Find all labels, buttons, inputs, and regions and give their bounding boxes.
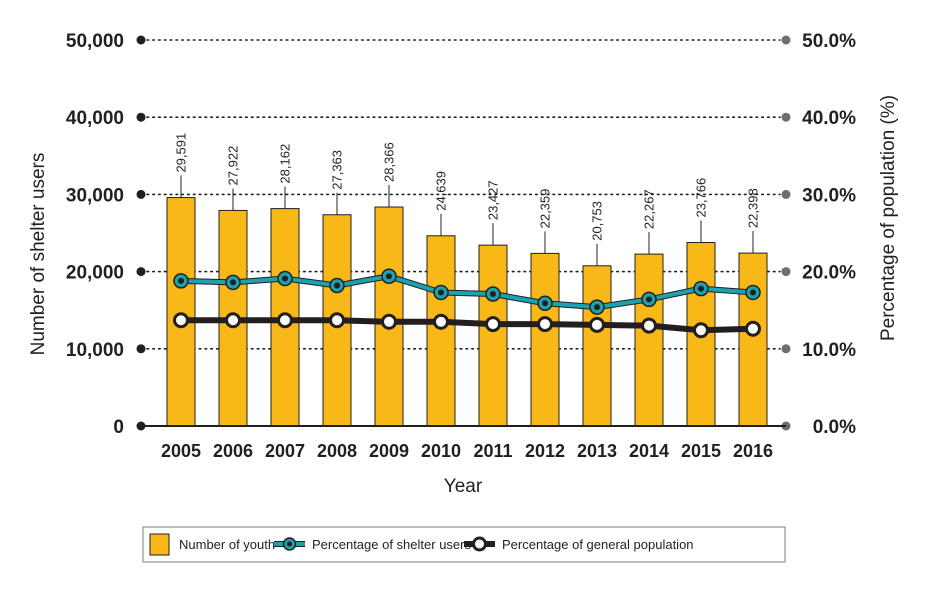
y2-axis-title: Percentage of population (%) — [878, 95, 899, 341]
x-tick-label: 2015 — [681, 441, 721, 461]
point-shelter-users-center — [386, 273, 392, 280]
y2-tick-label: 40.0% — [802, 108, 856, 129]
x-tick-label: 2010 — [421, 441, 461, 461]
point-general-population — [381, 313, 397, 330]
point-general-population — [329, 312, 345, 329]
bar-value-label: 28,162 — [278, 144, 293, 184]
x-tick-label: 2007 — [265, 441, 305, 461]
bars — [166, 197, 768, 427]
y-tick-label: 30,000 — [66, 185, 124, 206]
x-tick-label: 2005 — [161, 441, 201, 461]
gridlines — [146, 39, 781, 350]
bar-value-label: 27,922 — [226, 146, 241, 186]
left-axis-tick-dot — [136, 267, 146, 277]
y-axis-title: Number of shelter users — [28, 153, 49, 356]
y-tick-label: 10,000 — [66, 340, 124, 361]
left-axis: 0 10,000 20,000 30,000 40,000 50,000 — [66, 31, 146, 438]
left-axis-tick-dot — [136, 344, 146, 354]
bar — [582, 265, 612, 427]
x-tick-label: 2016 — [733, 441, 773, 461]
y2-tick-label: 10.0% — [802, 340, 856, 361]
legend-swatch-general — [464, 536, 495, 552]
bar — [530, 252, 560, 427]
line-shelter-users — [180, 274, 754, 310]
bar-value-label: 22,267 — [642, 189, 657, 229]
x-tick-label: 2011 — [473, 441, 512, 461]
y2-tick-label: 0.0% — [813, 417, 856, 438]
bar-value-label: 20,753 — [590, 201, 605, 241]
point-shelter-users-center — [490, 290, 496, 297]
left-axis-tick-dot — [136, 189, 146, 199]
right-axis: 0.0% 10.0% 20.0% 30.0% 40.0% 50.0% — [781, 31, 856, 438]
bar-value-label: 22,398 — [746, 188, 761, 228]
x-axis-title: Year — [444, 476, 483, 497]
point-shelter-users-center — [698, 285, 704, 292]
point-shelter-users-center — [178, 277, 184, 284]
point-general-population — [537, 316, 553, 333]
bar-value-label: 27,363 — [330, 150, 345, 190]
x-tick-label: 2014 — [629, 441, 669, 461]
y2-tick-label: 30.0% — [802, 185, 856, 206]
bar-value-label: 23,427 — [486, 180, 501, 220]
line-general-population — [181, 317, 754, 334]
legend: Number of youth Percentage of shelter us… — [142, 526, 786, 563]
bar — [426, 235, 456, 427]
right-axis-tick-dot — [781, 189, 791, 199]
bar — [738, 252, 768, 427]
legend-label-youth: Number of youth — [179, 537, 275, 552]
x-tick-label: 2006 — [213, 441, 253, 461]
legend-label-shelter: Percentage of shelter users — [312, 537, 471, 552]
lines — [173, 268, 761, 339]
point-general-population — [433, 313, 449, 330]
point-shelter-users-center — [282, 275, 288, 282]
left-axis-tick-dot — [136, 35, 146, 45]
point-shelter-users-center — [594, 304, 600, 311]
legend-swatch-bar — [149, 533, 170, 556]
x-tick-label: 2009 — [369, 441, 409, 461]
legend-label-general: Percentage of general population — [502, 537, 694, 552]
point-general-population — [173, 312, 189, 329]
point-shelter-users-center — [334, 282, 340, 289]
point-general-population — [485, 316, 501, 333]
point-general-population — [641, 317, 657, 334]
right-axis-tick-dot — [781, 112, 791, 122]
y2-tick-label: 50.0% — [802, 31, 856, 52]
point-general-population — [277, 312, 293, 329]
right-axis-tick-dot — [781, 267, 791, 277]
point-general-population — [589, 316, 605, 333]
bar-value-label: 23,766 — [694, 178, 709, 218]
point-general-population — [225, 312, 241, 329]
point-general-population — [693, 322, 709, 339]
x-axis-ticks: 2005 2006 2007 2008 2009 2010 2011 2012 2013 2014… — [161, 441, 773, 461]
bar — [478, 244, 508, 427]
point-shelter-users-center — [438, 289, 444, 296]
y-tick-label: 0 — [113, 417, 124, 438]
bar-value-label: 24,639 — [434, 171, 449, 211]
x-tick-label: 2008 — [317, 441, 357, 461]
legend-swatch-shelter — [274, 537, 305, 551]
y2-tick-label: 20.0% — [802, 263, 856, 284]
y-tick-label: 20,000 — [66, 263, 124, 284]
bar-value-label: 28,366 — [382, 142, 397, 182]
bar — [166, 197, 196, 427]
point-shelter-users-center — [542, 300, 548, 307]
y-tick-label: 40,000 — [66, 108, 124, 129]
bar-value-label: 22,359 — [538, 189, 553, 229]
left-axis-tick-dot — [136, 112, 146, 122]
bar — [634, 253, 664, 427]
point-shelter-users-center — [750, 289, 756, 296]
x-tick-label: 2013 — [577, 441, 617, 461]
y-tick-label: 50,000 — [66, 31, 124, 52]
right-axis-tick-dot — [781, 35, 791, 45]
right-axis-tick-dot — [781, 344, 791, 354]
bar-labels: 29,591 27,922 28,162 27,363 28,366 24,639 23,4… — [174, 133, 761, 266]
point-shelter-users-center — [646, 296, 652, 303]
x-tick-label: 2012 — [525, 441, 565, 461]
point-shelter-users-center — [230, 279, 236, 286]
bar-value-label: 29,591 — [174, 133, 189, 173]
point-general-population — [745, 320, 761, 337]
